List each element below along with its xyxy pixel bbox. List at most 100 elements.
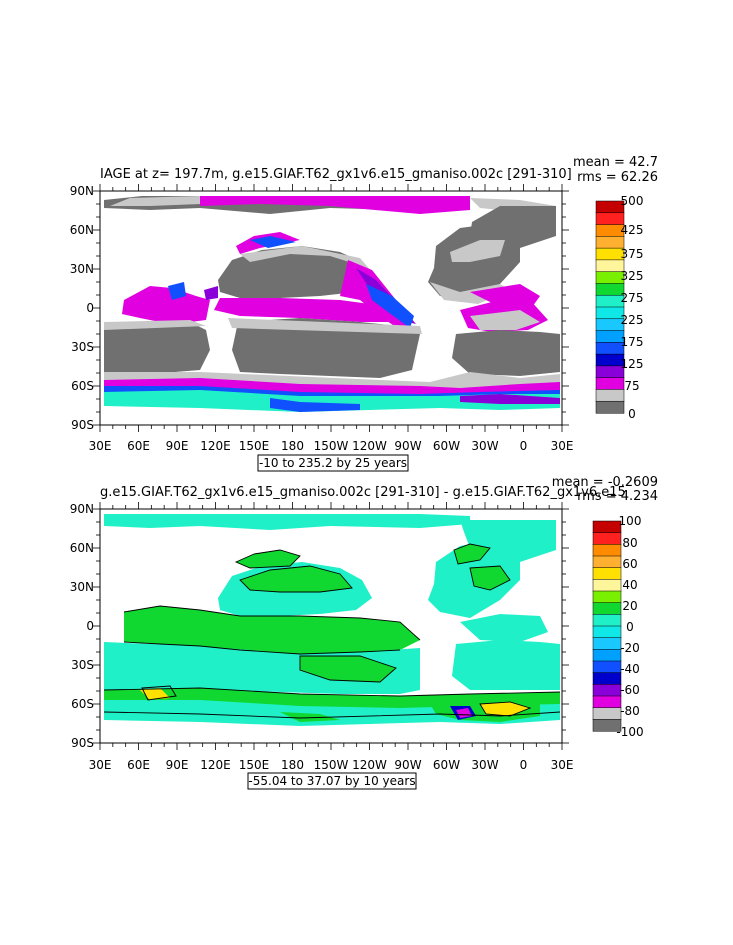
panel-2-colorbar xyxy=(592,520,622,732)
panel-2-range-box xyxy=(247,772,417,790)
panel-1-south-pacific xyxy=(232,318,420,378)
colorbar-label: 125 xyxy=(621,357,644,371)
panel-2-tickmarks xyxy=(93,502,569,750)
panel-1-range-label: -10 to 235.2 by 25 years xyxy=(259,456,407,470)
panel-1-south-indian xyxy=(104,322,210,374)
x-tick: 60W xyxy=(433,439,460,453)
colorbar-label: 500 xyxy=(621,194,644,208)
colorbar-label: 0 xyxy=(628,407,636,421)
x-tick: 150E xyxy=(239,758,270,772)
x-tick: 30E xyxy=(89,758,112,772)
y-tick: 60S xyxy=(71,379,94,393)
panel-1-south-atlantic xyxy=(452,330,560,376)
colorbar-swatch xyxy=(592,672,622,685)
x-tick: 60W xyxy=(433,758,460,772)
colorbar-label: 375 xyxy=(621,247,644,261)
colorbar-label: 225 xyxy=(621,313,644,327)
colorbar-swatch xyxy=(592,544,622,557)
colorbar-swatch xyxy=(595,400,625,414)
colorbar-label: 0 xyxy=(626,620,634,634)
y-tick: 90N xyxy=(70,184,94,198)
panel-1-x-axis: 30E 60E 90E 120E 150E 180 150W 120W 90W … xyxy=(89,439,574,453)
panel-1-arctic-magenta xyxy=(200,196,470,214)
x-tick: 180 xyxy=(281,439,304,453)
panel-1-colorbar xyxy=(595,200,625,414)
x-tick: 30W xyxy=(471,758,498,772)
y-tick: 60N xyxy=(70,541,94,555)
panel-2-colorbar-labels: 100 80 60 40 20 0 -20 -40 -60 -80 -100 xyxy=(616,514,643,739)
x-tick: 180 xyxy=(281,758,304,772)
colorbar-label: 20 xyxy=(622,599,637,613)
y-tick: 30N xyxy=(70,580,94,594)
x-tick: 120W xyxy=(352,758,387,772)
y-tick: 30S xyxy=(71,658,94,672)
x-tick: 120E xyxy=(200,439,231,453)
x-tick: 90W xyxy=(394,758,421,772)
panel-2-mean: mean = -0.2609 xyxy=(552,475,658,490)
colorbar-label: 325 xyxy=(621,269,644,283)
colorbar-swatch xyxy=(592,602,622,615)
panel-1: IAGE at z= 197.7m, g.e15.GIAF.T62_gx1v6.… xyxy=(70,155,658,472)
colorbar-swatch xyxy=(592,567,622,580)
x-tick: 30E xyxy=(551,439,574,453)
x-tick: 150E xyxy=(239,439,270,453)
panel-2-rms: rms = 4.234 xyxy=(577,489,658,504)
x-tick: 30E xyxy=(551,758,574,772)
x-tick: 60E xyxy=(127,439,150,453)
panel-1-tickmarks xyxy=(93,184,569,432)
x-tick: 30E xyxy=(89,439,112,453)
colorbar-swatch xyxy=(592,590,622,604)
colorbar-label: -100 xyxy=(616,725,643,739)
panel-1-map xyxy=(100,191,562,425)
x-tick: 90E xyxy=(166,758,189,772)
colorbar-swatch xyxy=(595,377,625,391)
colorbar-label: 100 xyxy=(619,514,642,528)
panel-1-range-box xyxy=(257,454,409,472)
panel-1-title: IAGE at z= 197.7m, g.e15.GIAF.T62_gx1v6.… xyxy=(100,167,572,182)
panel-1-mean: mean = 42.7 xyxy=(573,155,658,170)
x-tick: 0 xyxy=(520,758,528,772)
y-tick: 0 xyxy=(86,619,94,633)
colorbar-label: 80 xyxy=(622,536,637,550)
panel-1-y-axis: 90N 60N 30N 0 30S 60S 90S xyxy=(70,184,94,432)
colorbar-label: -60 xyxy=(620,683,640,697)
x-tick: 60E xyxy=(127,758,150,772)
y-tick: 90S xyxy=(71,418,94,432)
colorbar-swatch xyxy=(595,389,625,402)
colorbar-label: -20 xyxy=(620,641,640,655)
panel-2: g.e15.GIAF.T62_gx1v6.e15_gmaniso.002c [2… xyxy=(70,475,658,790)
colorbar-label: -80 xyxy=(620,704,640,718)
colorbar-swatch xyxy=(592,695,622,709)
colorbar-swatch xyxy=(592,707,622,720)
panel-1-colorbar-labels: 500 425 375 325 275 225 175 125 75 0 xyxy=(621,194,644,421)
y-tick: 30S xyxy=(71,340,94,354)
panel-2-title: g.e15.GIAF.T62_gx1v6.e15_gmaniso.002c [2… xyxy=(100,485,626,500)
panel-2-y-axis: 90N 60N 30N 0 30S 60S 90S xyxy=(70,502,94,750)
colorbar-label: -40 xyxy=(620,662,640,676)
colorbar-label: 275 xyxy=(621,291,644,305)
colorbar-swatch xyxy=(592,625,622,639)
colorbar-label: 175 xyxy=(621,335,644,349)
colorbar-swatch xyxy=(592,555,622,569)
colorbar-swatch xyxy=(592,660,622,674)
colorbar-swatch xyxy=(592,719,622,732)
panel-1-rms: rms = 62.26 xyxy=(577,170,658,185)
y-tick: 90S xyxy=(71,736,94,750)
y-tick: 90N xyxy=(70,502,94,516)
colorbar-label: 425 xyxy=(621,223,644,237)
x-tick: 90E xyxy=(166,439,189,453)
colorbar-label: 75 xyxy=(624,379,639,393)
panel-2-range-label: -55.04 to 37.07 by 10 years xyxy=(248,774,415,788)
x-tick: 150W xyxy=(314,758,349,772)
colorbar-swatch xyxy=(592,637,622,650)
x-tick: 30W xyxy=(471,439,498,453)
colorbar-swatch xyxy=(592,614,622,627)
panel-1-indian xyxy=(122,286,210,322)
colorbar-swatch xyxy=(592,684,622,697)
panel-2-south-pacific xyxy=(104,642,420,694)
panel-2-north-pacific-green xyxy=(240,566,352,592)
colorbar-label: 60 xyxy=(622,557,637,571)
panel-2-contours xyxy=(103,543,561,719)
y-tick: 30N xyxy=(70,262,94,276)
